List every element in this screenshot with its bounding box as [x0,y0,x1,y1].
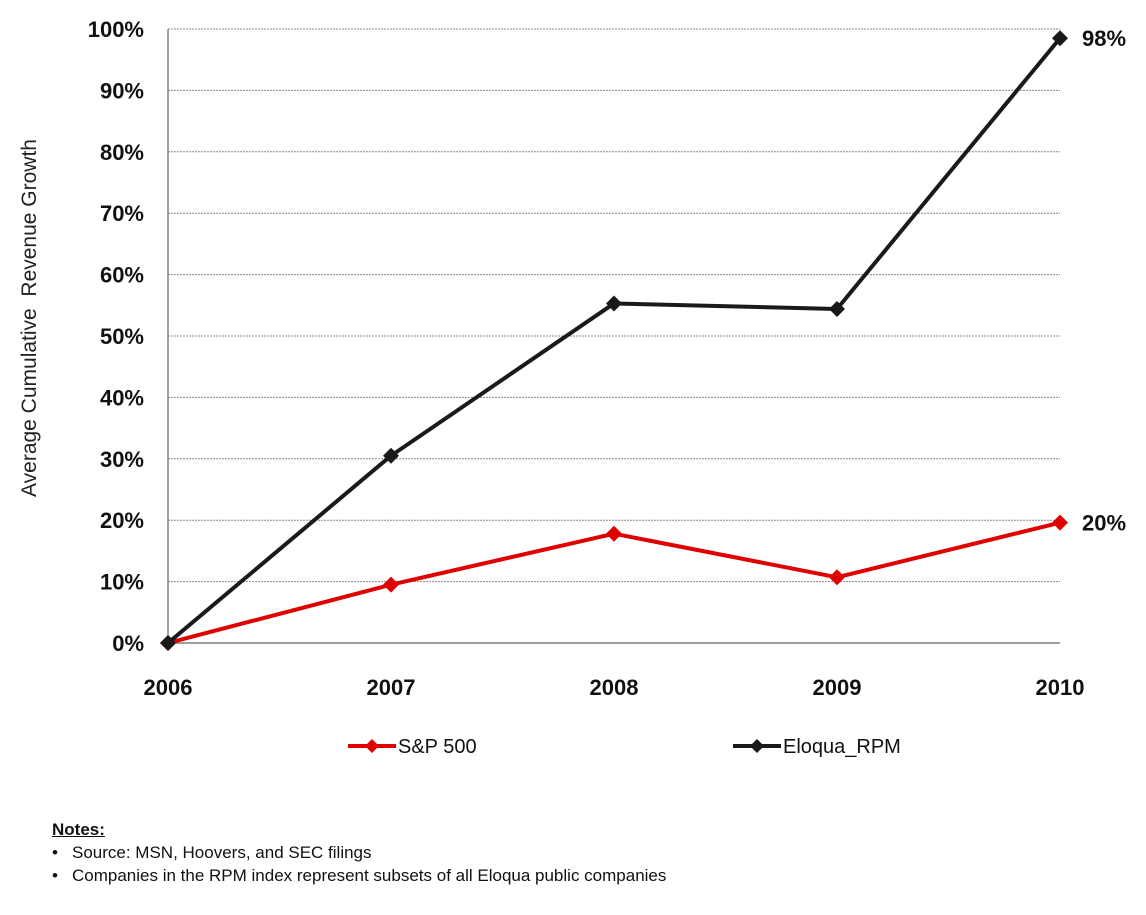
notes-item-text: Source: MSN, Hoovers, and SEC filings [72,843,372,862]
notes-item-text: Companies in the RPM index represent sub… [72,866,667,885]
y-tick-label: 0% [112,631,144,656]
data-point-marker [1052,30,1068,47]
y-tick-label: 50% [100,324,144,349]
line-chart: 0% 10% 20% 30% 40% 50% 60% 70% 80% 90% 100% 2006 200… [18,17,1126,758]
y-tick-label: 10% [100,570,144,595]
legend-marker [365,739,379,753]
y-tick-label: 90% [100,78,144,103]
x-tick-label: 2006 [144,675,193,700]
data-point-marker [383,576,399,593]
y-tick-label: 40% [100,385,144,410]
notes-item: • Source: MSN, Hoovers, and SEC filings [52,841,666,864]
y-tick-label: 30% [100,447,144,472]
x-tick-label: 2008 [590,675,639,700]
y-tick-label: 20% [100,508,144,533]
y-tick-label: 80% [100,140,144,165]
notes-item: • Companies in the RPM index represent s… [52,864,666,887]
data-point-marker [160,635,176,651]
legend-label: S&P 500 [398,736,477,758]
legend-marker [750,739,764,753]
y-tick-label: 100% [88,17,144,42]
y-tick-label: 60% [100,263,144,288]
legend-label: Eloqua_RPM [783,736,901,758]
data-point-marker [1052,514,1068,531]
y-axis-label: Average Cumulative Revenue Growth [18,139,41,497]
bullet-icon: • [52,843,58,862]
series-line [166,36,1062,645]
data-label: 98% [1082,26,1126,51]
x-tick-label: 2010 [1036,675,1085,700]
data-point-marker [829,569,845,586]
notes-title: Notes: [52,820,105,839]
x-tick-label: 2007 [367,675,416,700]
data-point-marker [606,295,622,312]
notes-section: Notes: • Source: MSN, Hoovers, and SEC f… [52,818,666,887]
bullet-icon: • [52,866,58,885]
x-tick-label: 2009 [813,675,862,700]
data-point-marker [606,525,622,542]
data-point-marker [829,300,845,317]
data-point-marker [383,447,399,464]
y-tick-label: 70% [100,201,144,226]
data-label: 20% [1082,511,1126,536]
